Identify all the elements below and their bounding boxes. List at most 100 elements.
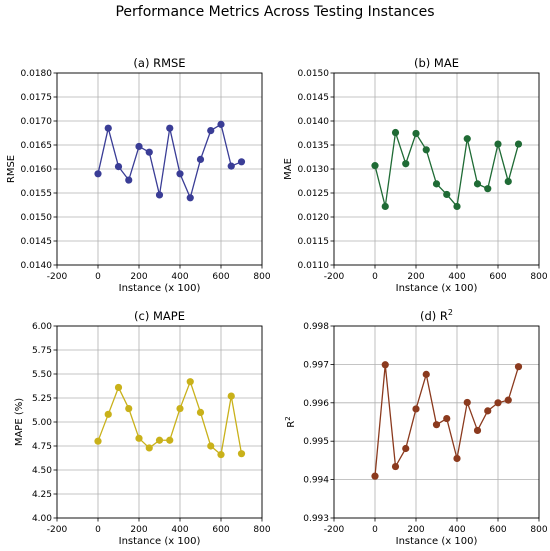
- x-axis-label: Instance (x 100): [119, 283, 201, 294]
- data-point: [145, 444, 153, 452]
- x-tick-label: 200: [407, 525, 424, 535]
- y-tick-label: 4.25: [32, 490, 52, 500]
- axis-ticks: -200 0 200 400 600 800 0.0110 0.0115 0.0120 0.012…: [298, 69, 548, 282]
- panel-r-squared: -200 0 200 400 600 800 0.993 0.994 0.995 0.996 0.9…: [284, 308, 548, 547]
- axis-ticks: -200 0 200 400 600 800 0.993 0.994 0.995 0.996 0.9…: [303, 322, 548, 535]
- panel-title: (c) MAPE: [134, 309, 185, 323]
- y-tick-label: 4.00: [32, 514, 52, 524]
- data-point: [381, 202, 389, 211]
- data-point: [196, 408, 205, 416]
- data-point: [135, 434, 143, 442]
- x-tick-label: 600: [212, 272, 229, 282]
- data-point: [412, 405, 420, 413]
- y-tick-label: 0.0125: [298, 189, 330, 199]
- data-point: [207, 127, 215, 135]
- data-point: [94, 437, 102, 445]
- panel-rmse: -200 0 200 400 600 800 0.0140 0.0145 0.0150 0.015…: [6, 56, 271, 294]
- x-axis-label: Instance (x 100): [119, 536, 201, 547]
- y-tick-label: 0.0170: [21, 117, 53, 127]
- data-point: [371, 472, 379, 480]
- data-point: [422, 146, 430, 154]
- data-point: [381, 361, 389, 369]
- y-tick-label: 0.0130: [298, 165, 330, 175]
- data-point: [443, 414, 451, 423]
- ylabel-superscript: 2: [284, 416, 292, 420]
- x-tick-label: 0: [372, 272, 378, 282]
- x-tick-label: 0: [95, 272, 101, 282]
- data-points: [94, 120, 246, 202]
- grid-lines: [56, 325, 263, 519]
- y-tick-label: 0.0150: [21, 213, 53, 223]
- data-point: [166, 124, 174, 132]
- data-point: [186, 378, 194, 386]
- data-point: [514, 363, 523, 371]
- data-point: [371, 162, 379, 170]
- data-point: [114, 383, 123, 392]
- y-tick-label: 0.0135: [298, 141, 330, 151]
- axis-ticks: -200 0 200 400 600 800 0.0140 0.0145 0.0150 0.015…: [21, 69, 271, 282]
- x-tick-label: 400: [171, 525, 188, 535]
- data-point: [402, 160, 410, 168]
- data-point: [125, 404, 133, 413]
- x-tick-label: 800: [530, 272, 547, 282]
- data-points: [94, 378, 246, 459]
- data-point: [504, 396, 512, 404]
- figure-title: Performance Metrics Across Testing Insta…: [115, 4, 434, 20]
- data-point: [196, 155, 205, 163]
- data-point: [176, 170, 184, 178]
- x-tick-label: 200: [130, 525, 147, 535]
- data-point: [186, 194, 194, 202]
- data-point: [473, 426, 482, 435]
- panel-mae: -200 0 200 400 600 800 0.0110 0.0115 0.0120 0.012…: [283, 56, 548, 294]
- y-tick-label: 0.0115: [298, 237, 330, 247]
- y-tick-label: 5.25: [32, 394, 52, 404]
- data-point: [237, 450, 246, 458]
- x-tick-label: -200: [47, 272, 68, 282]
- x-tick-label: 400: [171, 272, 188, 282]
- data-points: [371, 361, 523, 480]
- data-point: [494, 399, 502, 407]
- x-tick-label: 600: [489, 525, 506, 535]
- data-point: [94, 170, 102, 178]
- data-point: [463, 135, 471, 143]
- data-points: [371, 128, 523, 211]
- data-point: [135, 142, 143, 151]
- y-tick-label: 0.996: [303, 399, 329, 409]
- data-point: [504, 177, 512, 186]
- y-tick-label: 6.00: [32, 322, 52, 332]
- x-tick-label: 400: [448, 272, 465, 282]
- data-point: [432, 421, 441, 429]
- data-point: [176, 404, 184, 413]
- panel-title: (b) MAE: [414, 56, 459, 70]
- data-point: [166, 436, 174, 444]
- title-text: (d) R: [420, 309, 448, 323]
- x-tick-label: 600: [212, 525, 229, 535]
- x-tick-label: 800: [530, 525, 547, 535]
- y-tick-label: 0.0110: [298, 261, 330, 271]
- data-point: [391, 462, 400, 471]
- y-tick-label: 5.50: [32, 370, 52, 380]
- panel-mape: -200 0 200 400 600 800 4.00 4.25 4.50 4.75 5.00 5.2…: [14, 309, 271, 547]
- grid-lines: [333, 72, 540, 266]
- data-point: [114, 163, 123, 171]
- y-tick-label: 0.0120: [298, 213, 330, 223]
- y-axis-label: RMSE: [6, 155, 17, 183]
- x-tick-label: 800: [253, 272, 270, 282]
- y-tick-label: 0.0180: [21, 69, 53, 79]
- x-tick-label: 400: [448, 525, 465, 535]
- data-point: [484, 185, 492, 193]
- y-tick-label: 0.0145: [298, 93, 330, 103]
- y-tick-label: 0.0145: [21, 237, 53, 247]
- data-point: [227, 162, 235, 170]
- data-point: [237, 158, 246, 166]
- y-axis-label: MAPE (%): [14, 398, 25, 446]
- x-axis-label: Instance (x 100): [396, 536, 478, 547]
- data-point: [463, 398, 471, 407]
- x-tick-label: 600: [489, 272, 506, 282]
- y-tick-label: 5.75: [32, 346, 52, 356]
- y-tick-label: 4.75: [32, 442, 52, 452]
- data-point: [217, 451, 225, 459]
- x-tick-label: -200: [47, 525, 68, 535]
- data-point: [145, 148, 153, 156]
